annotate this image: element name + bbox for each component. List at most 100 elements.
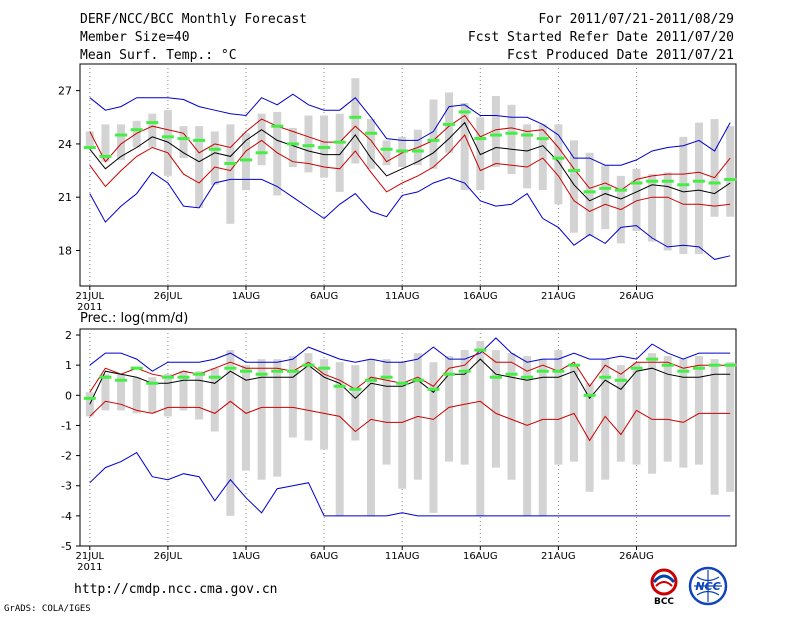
- panel1-green-marker: [568, 169, 580, 173]
- panel1-green-marker: [661, 179, 674, 183]
- panel2-x-tick-label: 26JUL: [154, 551, 183, 562]
- panel1-spread-box: [351, 78, 360, 164]
- panel2-green-marker: [255, 372, 268, 376]
- panel2-y-tick-label: -2: [61, 450, 72, 463]
- panel1-x-year-label: 2011: [77, 302, 102, 313]
- panel1-spread-box: [694, 122, 703, 255]
- panel1-green-marker: [99, 154, 112, 158]
- panel2-spread-box: [320, 359, 329, 450]
- panel1-mean-line: [89, 121, 731, 202]
- panel1-green-marker: [271, 124, 284, 128]
- panel1-spread-box: [226, 124, 235, 224]
- panel2-green-marker: [161, 375, 174, 379]
- panel2-spread-box: [507, 353, 516, 480]
- panel2-title: Prec.: log(mm/d): [80, 311, 188, 326]
- panel1-green-marker: [318, 145, 331, 149]
- panel1-spread-box: [335, 113, 344, 192]
- panel1-max-line: [89, 93, 731, 166]
- panel1-green-marker: [583, 190, 596, 194]
- panel2-green-marker: [302, 363, 315, 367]
- panel2-spread-box: [398, 362, 407, 489]
- panel1-green-marker: [677, 183, 690, 187]
- panel2-spread-box: [726, 362, 735, 492]
- panel2-green-marker: [380, 375, 393, 379]
- panel1-green-marker: [286, 142, 299, 146]
- panel2-spread-box: [288, 356, 297, 438]
- panel2-y-tick-label: 0: [65, 389, 72, 402]
- panel2-green-marker: [193, 372, 206, 376]
- panel2-green-marker: [318, 366, 331, 370]
- panel1-spread-box: [179, 126, 188, 159]
- panel1-spread-box: [507, 104, 516, 175]
- panel2-green-marker: [505, 372, 518, 376]
- panel2-spread-box: [476, 341, 485, 516]
- panel2-green-marker: [349, 387, 362, 391]
- panel2-y-tick-label: 1: [65, 359, 72, 372]
- panel1-green-marker: [427, 138, 440, 142]
- grads-credit: GrADS: COLA/IGES: [4, 604, 91, 614]
- panel2-spread-box: [382, 359, 391, 465]
- produced-date: Fcst Produced Date 2011/07/21: [507, 48, 734, 63]
- panel1-y-tick-label: 24: [58, 138, 72, 151]
- panel2-green-marker: [552, 369, 565, 373]
- panel2-spread-box: [445, 356, 454, 462]
- panel2-green-marker: [115, 378, 128, 382]
- variable-label: Mean Surf. Temp.: °C: [80, 48, 237, 63]
- panel2-green-marker: [692, 366, 705, 370]
- panel2-green-marker: [396, 381, 409, 385]
- panel1-spread-box: [148, 113, 157, 148]
- panel2-spread-box: [351, 365, 360, 441]
- panel2-spread-box: [273, 359, 282, 477]
- panel2-green-marker: [521, 375, 534, 379]
- panel2-max-line: [89, 337, 731, 372]
- panel2-spread-box: [179, 371, 188, 411]
- panel2-x-tick-label: 16AUG: [463, 551, 498, 562]
- panel1-green-marker: [177, 137, 190, 141]
- panel2-spread-box: [226, 350, 235, 516]
- panel1-green-marker: [443, 122, 456, 126]
- website-url[interactable]: http://cmdp.ncc.cma.gov.cn: [74, 582, 278, 597]
- panel2-y-tick-label: -3: [61, 480, 72, 493]
- panel1-green-marker: [302, 144, 315, 148]
- panel2-green-marker: [146, 381, 159, 385]
- panel1-y-tick-label: 27: [58, 85, 72, 98]
- panel2-spread-box: [710, 359, 719, 495]
- panel2-green-marker: [536, 369, 549, 373]
- panel2-spread-box: [585, 383, 594, 492]
- panel1-x-tick-label: 21JUL: [76, 291, 105, 302]
- panel1-spread-box: [210, 131, 219, 185]
- panel2-green-marker: [443, 372, 456, 376]
- panel1-spread-box: [710, 119, 719, 217]
- panel2-lower-line: [89, 400, 731, 442]
- panel1-spread-box: [366, 119, 375, 169]
- panel2-green-marker: [724, 363, 737, 367]
- panel1-spread-box: [632, 168, 641, 231]
- panel1-spread-box: [663, 172, 672, 251]
- panel1-green-marker: [224, 161, 237, 165]
- panel1-green-marker: [240, 158, 252, 162]
- chart-title: DERF/NCC/BCC Monthly Forecast: [80, 12, 307, 27]
- panel2-green-marker: [177, 375, 190, 379]
- panel1-frame: [79, 63, 737, 287]
- panel1-spread-box: [726, 126, 735, 217]
- panel1-green-marker: [552, 156, 565, 160]
- panel1-green-marker: [83, 145, 96, 149]
- panel2-green-marker: [708, 363, 721, 367]
- panel1-y-tick-label: 18: [58, 244, 72, 257]
- panel1-green-marker: [396, 149, 409, 153]
- panel2-green-marker: [661, 363, 674, 367]
- panel2-green-marker: [240, 369, 252, 373]
- panel1-green-marker: [646, 179, 659, 183]
- panel2-y-tick-label: 2: [65, 329, 72, 342]
- panel2-spread-box: [538, 359, 547, 516]
- panel1-x-tick-label: 6AUG: [310, 291, 338, 302]
- panel2-green-marker: [130, 366, 143, 370]
- panel1-spread-box: [117, 124, 126, 160]
- panel1-spread-box: [242, 133, 250, 191]
- panel1-green-marker: [489, 133, 502, 137]
- panel2-spread-box: [632, 362, 641, 465]
- panel2-spread-box: [694, 356, 703, 465]
- panel1-green-marker: [115, 133, 128, 137]
- panel1-green-marker: [193, 138, 206, 142]
- panel2-green-marker: [83, 396, 96, 400]
